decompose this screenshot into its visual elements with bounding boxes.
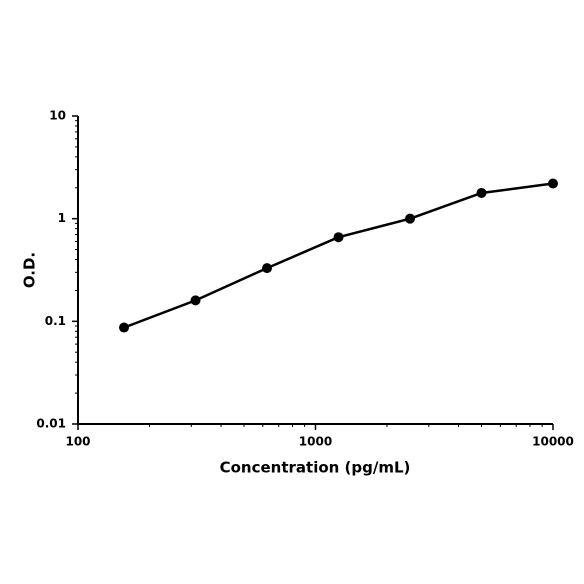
y-tick-label: 0.01 [36,417,66,431]
y-tick-label: 0.1 [45,314,66,328]
marker [405,213,416,224]
marker [190,295,201,306]
y-axis-title: O.D. [21,252,39,288]
x-tick-label: 100 [65,435,90,449]
marker [476,187,487,198]
marker [262,263,273,274]
marker [548,178,558,189]
x-tick-label: 10000 [532,435,574,449]
x-axis-title: Concentration (pg/mL) [220,459,411,477]
marker [119,322,130,333]
y-tick-label: 10 [49,109,66,123]
marker [333,232,344,243]
line [123,182,554,329]
y-tick-label: 1 [58,211,66,225]
x-tick-label: 1000 [299,435,332,449]
